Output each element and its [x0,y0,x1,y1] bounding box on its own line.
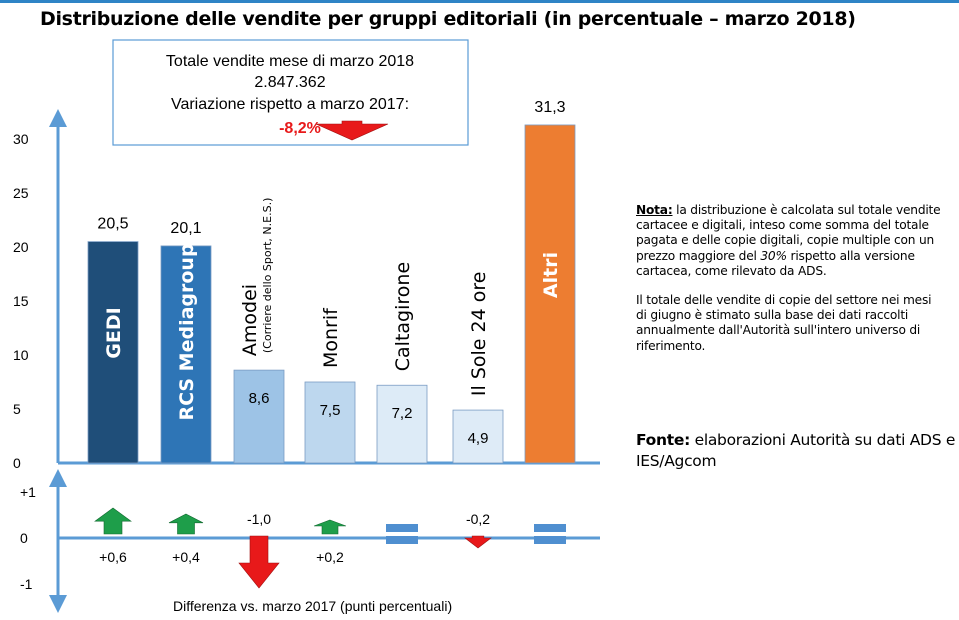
callout-line-1: Totale vendite mese di marzo 2018 [166,53,414,70]
bar-6 [524,124,576,464]
diff-value-label-0: +0,6 [99,549,127,565]
category-label-1: RCS Mediagroup [176,243,198,420]
note-text-1b: rispetto alla versione cartacea, come ri… [636,248,915,278]
source-label: Fonte: [636,431,690,449]
value-label-4: 7,2 [392,405,413,422]
bar-3 [304,381,356,464]
note-box: Nota: la distribuzione è calcolata sul t… [636,203,941,368]
category-label-3: Monrif [320,307,342,368]
y-tick-label: 5 [13,401,21,417]
category-label-4: Caltagirone [392,262,414,371]
y-tick-label: 0 [13,455,21,471]
category-label-6: Altri [540,252,562,298]
note-text-1a: la distribuzione è calcolata sul totale … [636,203,941,263]
flat-marker-bottom-4 [386,536,418,544]
category-sublabel-2: (Corriere dello Sport, N.E.S.) [261,198,274,353]
category-label-2: Amodei [239,284,261,356]
value-label-6: 31,3 [534,99,565,116]
bar-4 [376,384,428,464]
value-label-5: 4,9 [468,430,489,447]
y-tick-label: 25 [13,185,29,201]
value-label-0: 20,5 [97,216,128,233]
diff-value-label-1: +0,4 [172,549,200,565]
y-tick-label: 10 [13,347,29,363]
up-arrow-0 [94,507,132,535]
diff-y-tick-label: 0 [20,530,28,546]
value-label-2: 8,6 [249,390,270,407]
bar-2 [233,369,285,464]
y-tick-label: 15 [13,293,29,309]
diff-value-label-3: +0,2 [316,549,344,565]
diff-y-tick-label: -1 [20,576,33,592]
callout-box [112,39,469,146]
diff-value-label-2: -1,0 [247,511,271,527]
y-tick-label: 30 [13,131,29,147]
bar-1 [160,245,212,464]
down-arrow-5 [464,535,492,549]
diff-chart-title: Differenza vs. marzo 2017 (punti percent… [173,598,452,614]
note-text-1-emphasis: 30% [760,248,787,263]
source-text: Fonte: elaborazioni Autorità su dati ADS… [636,430,956,472]
bar-5 [452,409,504,464]
top-rule [0,0,959,3]
y-tick-label: 20 [13,239,29,255]
up-arrow-1 [168,513,204,535]
callout-line-3: Variazione rispetto a marzo 2017: [171,96,409,113]
source-value: elaborazioni Autorità su dati ADS e IES/… [636,431,956,470]
diff-value-label-5: -0,2 [466,511,490,527]
note-paragraph-1: Nota: la distribuzione è calcolata sul t… [636,203,941,279]
page-title: Distribuzione delle vendite per gruppi e… [40,8,856,30]
flat-marker-top-4 [386,524,418,532]
value-label-3: 7,5 [320,402,341,419]
callout-line-2: 2.847.362 [254,74,325,91]
flat-marker-top-6 [534,524,566,532]
callout-change: -8,2% [279,120,321,137]
down-arrow-2 [238,535,280,589]
flat-marker-bottom-6 [534,536,566,544]
note-paragraph-2: Il totale delle vendite di copie del set… [636,293,932,353]
note-label: Nota: [636,203,673,217]
value-label-1: 20,1 [170,220,201,237]
bar-0 [87,241,139,464]
category-label-0: GEDI [103,307,125,358]
category-label-5: Il Sole 24 ore [468,272,490,397]
up-arrow-3 [313,519,347,535]
diff-y-tick-label: +1 [20,484,36,500]
callout-down-arrow [315,120,389,141]
